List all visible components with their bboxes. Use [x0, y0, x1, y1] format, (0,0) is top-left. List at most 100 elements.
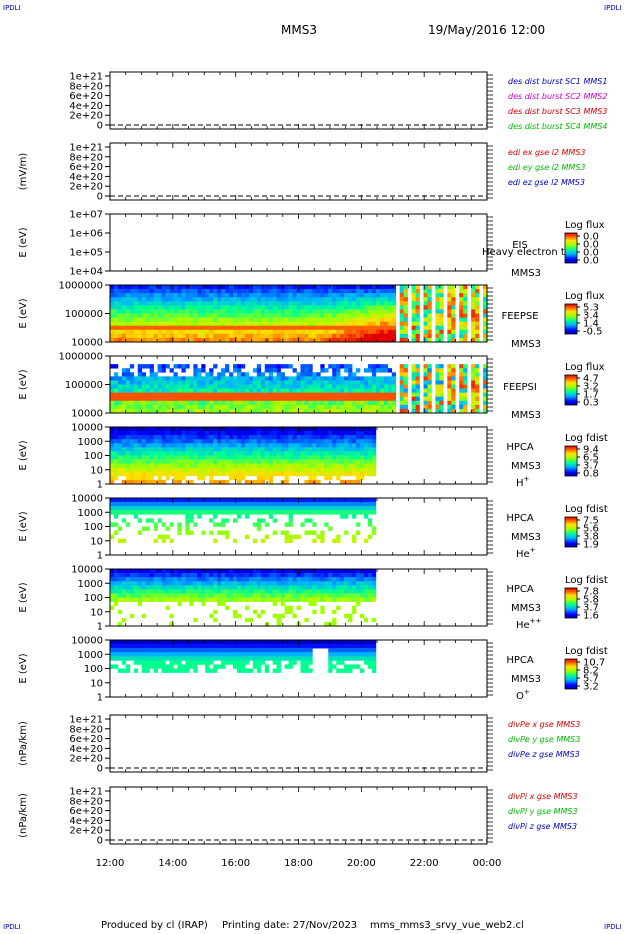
colorbar-title: Log flux — [565, 220, 605, 231]
spectrogram-cell — [244, 585, 250, 590]
spectrogram-cell — [145, 329, 150, 335]
spectrogram-cell — [332, 581, 337, 586]
spectrogram-cell — [463, 396, 468, 402]
spectrogram-cell — [169, 506, 174, 511]
spectrogram-cell — [264, 384, 270, 389]
spectrogram-cell — [169, 668, 174, 673]
spectrogram-cell — [304, 289, 309, 294]
spectrogram-cell — [276, 589, 281, 594]
spectrogram-cell — [173, 475, 178, 481]
spectrogram-cell — [133, 451, 139, 456]
spectrogram-cell — [288, 514, 293, 519]
spectrogram-cell — [244, 514, 250, 519]
spectrogram-cell — [121, 538, 127, 544]
spectrogram-cell — [415, 305, 420, 310]
spectrogram-cell — [292, 380, 297, 385]
spectrogram-cell — [463, 325, 468, 331]
spectrogram-cell — [344, 644, 349, 649]
spectrogram-cell — [213, 510, 218, 515]
spectrogram-cell — [348, 455, 353, 460]
colorbar — [564, 374, 578, 406]
spectrogram-cell — [348, 471, 353, 477]
spectrogram-cell — [217, 455, 222, 460]
spectrogram-cell — [229, 408, 234, 414]
spectrogram-cell — [229, 396, 234, 402]
spectrogram-cell — [387, 392, 393, 398]
spectrogram-cell — [312, 538, 317, 544]
spectrogram-cell — [189, 601, 194, 606]
spectrogram-cell — [399, 404, 404, 410]
spectrogram-cell — [240, 305, 246, 310]
spectrogram-cell — [161, 668, 166, 673]
spectrogram-cell — [129, 644, 135, 649]
spectrogram-cell — [308, 573, 313, 578]
spectrogram-cell — [240, 640, 246, 645]
spectrogram-cell — [272, 297, 277, 302]
spectrogram-cell — [117, 380, 123, 385]
spectrogram-cell — [149, 313, 154, 318]
spectrogram-cell — [463, 309, 468, 314]
spectrogram-cell — [459, 297, 464, 302]
spectrogram-cell — [197, 652, 202, 657]
spectrogram-cell — [260, 392, 266, 398]
spectrogram-cell — [213, 455, 218, 460]
spectrogram-cell — [304, 644, 309, 649]
spectrogram-cell — [252, 439, 258, 444]
spectrogram-cell — [244, 321, 250, 327]
spectrogram-cell — [459, 404, 464, 410]
spectrogram-cell — [483, 337, 488, 343]
spectrogram-cell — [288, 589, 293, 594]
spectrogram-cell — [391, 317, 397, 322]
colorbar-tick-label: 5.3 — [583, 303, 599, 314]
spectrogram-cell — [189, 581, 194, 586]
spectrogram-cell — [161, 644, 166, 649]
spectrogram-cell — [284, 301, 289, 306]
spectrogram-cell — [181, 648, 186, 653]
spectrogram-cell — [197, 648, 202, 653]
spectrogram-cell — [268, 514, 274, 519]
spectrogram-cell — [268, 404, 274, 410]
spectrogram-cell — [360, 640, 365, 645]
spectrogram-cell — [340, 660, 345, 665]
spectrogram-cell — [129, 502, 135, 507]
spectrogram-cell — [320, 435, 325, 440]
spectrogram-cell — [129, 408, 135, 414]
spectrogram-cell — [217, 522, 222, 527]
spectrogram-cell — [308, 293, 313, 298]
spectrogram-cell — [367, 301, 373, 306]
spectrogram-cell — [272, 400, 277, 406]
spectrogram-cell — [165, 431, 170, 436]
spectrogram-cell — [225, 652, 230, 657]
spectrogram-cell — [288, 518, 293, 523]
spectrogram-cell — [113, 589, 119, 594]
spectrogram-cell — [411, 317, 416, 322]
spectrogram-cell — [165, 652, 170, 657]
spectrogram-cell — [459, 337, 464, 343]
spectrogram-cell — [352, 285, 357, 290]
spectrogram-cell — [110, 435, 115, 440]
spectrogram-cell — [161, 467, 166, 473]
spectrogram-cell — [296, 648, 301, 653]
spectrogram-cell — [229, 455, 234, 460]
spectrogram-cell — [391, 313, 397, 318]
spectrogram-cell — [352, 301, 357, 306]
spectrogram-cell — [312, 435, 317, 440]
spectrogram-cell — [137, 569, 143, 574]
spectrogram-cell — [312, 447, 317, 452]
spectrogram-cell — [284, 447, 289, 452]
spectrogram-cell — [475, 293, 480, 298]
instrument-label: HPCA — [506, 655, 534, 666]
spectrogram-cell — [157, 479, 162, 485]
spectrogram-cell — [360, 305, 365, 310]
spectrogram-cell — [439, 337, 444, 343]
spectrogram-cell — [153, 427, 158, 432]
spectrogram-cell — [367, 289, 373, 294]
spectrogram-cell — [304, 301, 309, 306]
spectrogram-cell — [367, 656, 373, 661]
spectrogram-cell — [141, 325, 147, 331]
spectrogram-cell — [280, 376, 285, 381]
spectrogram-cell — [240, 581, 246, 586]
spectrogram-cell — [110, 384, 115, 389]
spectrogram-cell — [336, 585, 341, 590]
ytick-label: 100 — [84, 451, 103, 462]
